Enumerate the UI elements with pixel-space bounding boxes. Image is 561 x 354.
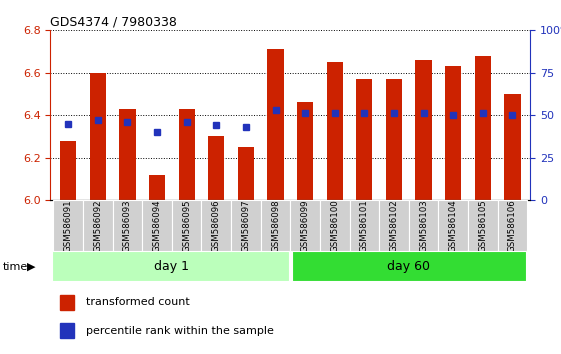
- FancyBboxPatch shape: [438, 200, 468, 251]
- Bar: [178, 109, 195, 200]
- Text: GSM586102: GSM586102: [389, 199, 398, 252]
- Text: GSM586101: GSM586101: [360, 199, 369, 252]
- Bar: [60, 295, 75, 310]
- Text: GSM586104: GSM586104: [449, 199, 458, 252]
- FancyBboxPatch shape: [231, 200, 261, 251]
- Bar: [504, 94, 521, 200]
- Bar: [60, 141, 76, 200]
- FancyBboxPatch shape: [53, 200, 83, 251]
- Text: GSM586100: GSM586100: [330, 199, 339, 252]
- Text: GSM586103: GSM586103: [419, 199, 428, 252]
- Bar: [356, 79, 373, 200]
- FancyBboxPatch shape: [320, 200, 350, 251]
- FancyBboxPatch shape: [498, 200, 527, 251]
- FancyBboxPatch shape: [142, 200, 172, 251]
- Bar: [90, 73, 106, 200]
- FancyBboxPatch shape: [379, 200, 409, 251]
- Bar: [327, 62, 343, 200]
- Text: day 1: day 1: [154, 260, 190, 273]
- FancyBboxPatch shape: [52, 251, 289, 281]
- Text: GSM586094: GSM586094: [153, 199, 162, 252]
- Bar: [60, 323, 75, 338]
- Text: day 60: day 60: [387, 260, 430, 273]
- FancyBboxPatch shape: [113, 200, 142, 251]
- FancyBboxPatch shape: [201, 200, 231, 251]
- Text: GSM586095: GSM586095: [182, 199, 191, 252]
- Bar: [386, 79, 402, 200]
- Text: GSM586099: GSM586099: [301, 199, 310, 252]
- Bar: [475, 56, 491, 200]
- Text: GDS4374 / 7980338: GDS4374 / 7980338: [50, 16, 177, 29]
- FancyBboxPatch shape: [291, 200, 320, 251]
- Text: GSM586098: GSM586098: [271, 199, 280, 252]
- Bar: [149, 175, 165, 200]
- Bar: [238, 147, 254, 200]
- Bar: [415, 60, 432, 200]
- FancyBboxPatch shape: [409, 200, 438, 251]
- FancyBboxPatch shape: [83, 200, 113, 251]
- Text: GSM586105: GSM586105: [479, 199, 488, 252]
- Bar: [445, 66, 461, 200]
- Text: ▶: ▶: [27, 262, 35, 272]
- FancyBboxPatch shape: [350, 200, 379, 251]
- Bar: [208, 136, 224, 200]
- Text: GSM586106: GSM586106: [508, 199, 517, 252]
- FancyBboxPatch shape: [261, 200, 291, 251]
- Bar: [297, 102, 313, 200]
- FancyBboxPatch shape: [172, 200, 201, 251]
- FancyBboxPatch shape: [468, 200, 498, 251]
- Text: transformed count: transformed count: [86, 297, 190, 307]
- Text: percentile rank within the sample: percentile rank within the sample: [86, 326, 274, 336]
- FancyBboxPatch shape: [292, 251, 526, 281]
- Text: GSM586097: GSM586097: [241, 199, 250, 252]
- Text: GSM586096: GSM586096: [212, 199, 221, 252]
- Bar: [119, 109, 136, 200]
- Text: GSM586093: GSM586093: [123, 199, 132, 252]
- Text: time: time: [3, 262, 28, 272]
- Text: GSM586091: GSM586091: [64, 199, 73, 252]
- Text: GSM586092: GSM586092: [93, 199, 102, 252]
- Bar: [268, 49, 284, 200]
